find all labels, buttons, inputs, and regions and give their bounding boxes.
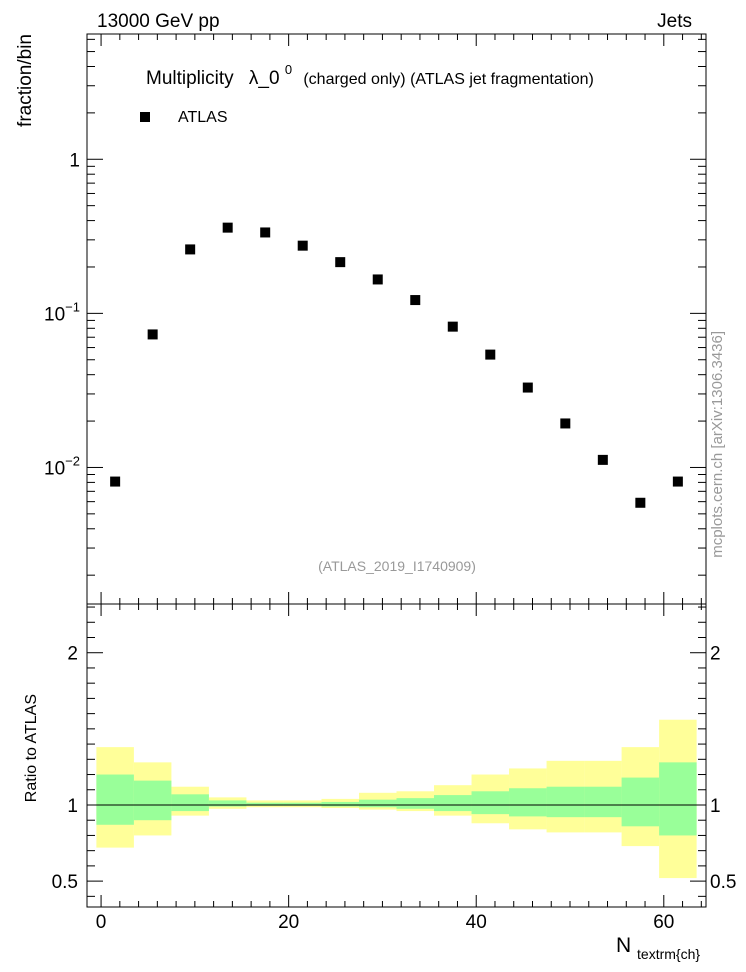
energy-label: 13000 GeV pp [97, 11, 220, 32]
main-y-tick-label: 10−1 [44, 299, 80, 325]
ratio-band-bin [621, 777, 660, 827]
data-point [410, 295, 421, 306]
title-prefix: Multiplicity [146, 68, 234, 89]
data-point [297, 240, 308, 251]
x-tick-labels: 0 20 40 60 [96, 912, 675, 933]
chart-title: Multiplicity λ_0 0 (charged only) (ATLAS… [146, 58, 594, 89]
ratio-y-tick-label: 0.5 [52, 872, 78, 893]
ratio-y-tick-label: 1 [67, 796, 78, 817]
legend-label: ATLAS [178, 109, 228, 126]
main-y-tick-labels: 1 10−1 10−2 [44, 150, 80, 479]
category-label: Jets [657, 11, 692, 32]
ratio-band-bin [509, 788, 547, 817]
ratio-band-bin [208, 800, 247, 807]
ratio-band-bin [358, 799, 397, 808]
data-point [222, 222, 233, 233]
ratio-band-bin [246, 802, 284, 806]
title-symbol: λ_0 [249, 68, 280, 89]
ratio-y-tick-labels: 0.5 0.5 1 1 2 2 [52, 644, 737, 893]
data-point [485, 349, 496, 360]
ratio-y-axis-label: Ratio to ATLAS [23, 694, 40, 802]
data-point [635, 497, 646, 508]
ratio-y-tick-label-right: 2 [710, 644, 721, 665]
ratio-band-bin [584, 786, 622, 818]
data-point [260, 227, 271, 238]
main-y-tick-label: 1 [69, 150, 80, 171]
ratio-band-bin [133, 780, 172, 821]
ratio-y-tick-label: 2 [67, 644, 78, 665]
ratio-bands [96, 719, 697, 879]
x-tick-label: 40 [466, 912, 487, 933]
ratio-axis-ticks [87, 604, 706, 907]
data-point [522, 382, 533, 393]
data-point [335, 257, 346, 268]
ratio-band-bin [283, 802, 322, 806]
ratio-band-bin [396, 798, 435, 809]
data-point [147, 329, 158, 340]
x-axis-label: N textrm{ch} [616, 934, 700, 962]
ratio-band-bin [659, 762, 697, 836]
data-point [447, 321, 458, 332]
data-point [560, 418, 571, 429]
ratio-frame [86, 603, 707, 908]
ratio-band-bin [546, 786, 585, 818]
atlas-data-points [110, 222, 683, 508]
x-axis-label-main: N [616, 934, 631, 957]
data-point [185, 244, 196, 255]
x-tick-label: 0 [96, 912, 107, 933]
ratio-panel: 0.5 0.5 1 1 2 2 0 20 40 60 Ratio to ATLAS N text… [23, 603, 737, 962]
title-suffix: (charged only) (ATLAS jet fragmentation) [303, 71, 594, 88]
data-point [597, 454, 608, 465]
main-axis-ticks [87, 34, 706, 604]
legend-marker [140, 112, 150, 122]
main-panel: 1 10−1 10−2 Multiplicity λ_0 0 (charged on… [15, 33, 707, 605]
ratio-band-bin [171, 794, 209, 812]
ratio-band-bin [434, 795, 472, 812]
data-point [372, 274, 383, 285]
main-y-axis-label: fraction/bin [15, 34, 36, 127]
main-y-tick-label: 10−2 [44, 453, 80, 479]
x-tick-label: 20 [278, 912, 299, 933]
data-point [110, 476, 121, 487]
analysis-watermark: (ATLAS_2019_I1740909) [318, 558, 476, 574]
ratio-band-bin [96, 774, 134, 825]
ratio-y-tick-label-right: 1 [710, 796, 721, 817]
data-point [672, 476, 683, 487]
ratio-y-tick-label-right: 0.5 [710, 872, 736, 893]
x-tick-label: 60 [653, 912, 674, 933]
ratio-band-bin [471, 791, 510, 815]
title-superscript: 0 [285, 62, 292, 77]
source-side-label: mcplots.cern.ch [arXiv:1306.3436] [709, 331, 726, 558]
x-axis-label-subscript: textrm{ch} [637, 946, 700, 962]
ratio-band-bin [321, 801, 359, 807]
